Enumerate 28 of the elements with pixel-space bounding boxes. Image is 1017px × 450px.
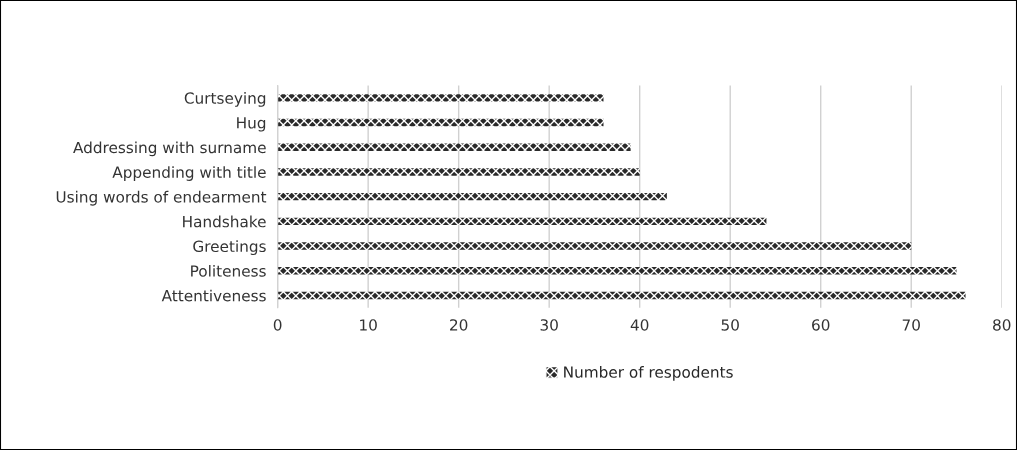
x-tick-label: 50 xyxy=(721,319,739,331)
y-tick-label: Addressing with surname xyxy=(73,141,266,157)
y-tick-label: Politeness xyxy=(191,264,266,277)
legend-label: Number of respodents xyxy=(564,366,733,381)
x-tick-label: 0 xyxy=(273,319,282,331)
x-tick-label: 30 xyxy=(540,319,558,331)
y-tick-label: Curtseying xyxy=(184,92,266,107)
bar xyxy=(277,291,966,300)
bar xyxy=(277,217,767,226)
x-tick-label: 40 xyxy=(630,319,649,331)
y-tick-label: Handshake xyxy=(183,215,266,228)
y-tick-label: Appending with title xyxy=(112,166,266,181)
x-tick-label: 10 xyxy=(360,319,377,331)
bar xyxy=(277,143,631,151)
bar xyxy=(277,192,667,201)
x-tick-label: 20 xyxy=(450,319,468,331)
x-tick-label: 70 xyxy=(902,319,920,331)
y-tick-label: Attentiveness xyxy=(161,289,266,302)
bar xyxy=(277,94,604,102)
y-tick-label: Using words of endearment xyxy=(56,190,267,206)
bar xyxy=(277,242,912,250)
x-tick-label: 80 xyxy=(993,319,1011,331)
x-tick-label: 60 xyxy=(812,319,830,331)
y-tick-label: Hug xyxy=(237,117,266,132)
bar xyxy=(277,118,604,127)
y-tick-label: Greetings xyxy=(193,240,266,256)
bar xyxy=(277,267,957,275)
bar xyxy=(277,168,640,176)
